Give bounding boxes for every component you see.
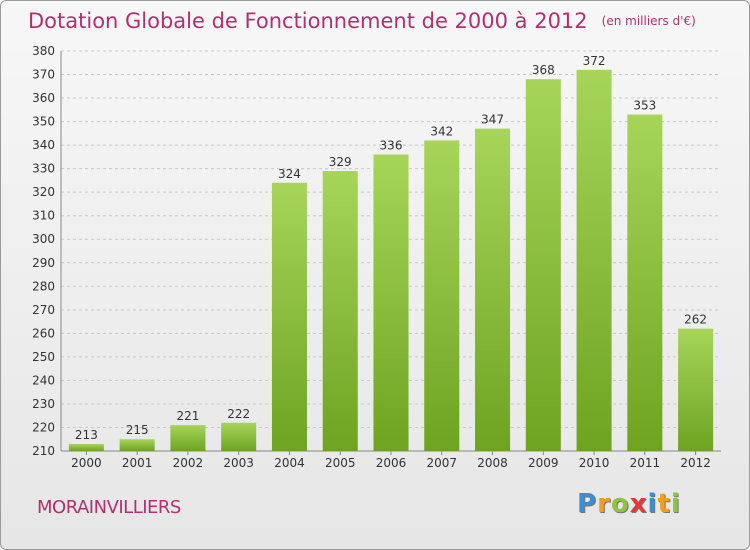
logo-letter: t bbox=[657, 489, 671, 519]
x-tick-label: 2003 bbox=[223, 456, 254, 470]
logo-letter: i bbox=[670, 489, 681, 519]
bar-2001 bbox=[119, 439, 155, 451]
bar-2010 bbox=[576, 69, 612, 451]
y-tick-label: 320 bbox=[32, 185, 55, 199]
bar-2006 bbox=[373, 154, 409, 451]
logo-letter: i bbox=[647, 489, 658, 519]
x-tick-label: 2012 bbox=[680, 456, 711, 470]
bar-2009 bbox=[525, 79, 561, 451]
bar-2007 bbox=[424, 140, 460, 452]
data-label: 329 bbox=[329, 155, 352, 169]
bar-2004 bbox=[271, 182, 307, 451]
y-tick-label: 280 bbox=[32, 279, 55, 293]
data-label: 372 bbox=[583, 54, 606, 68]
x-tick-label: 2007 bbox=[426, 456, 457, 470]
x-tick-label: 2002 bbox=[173, 456, 204, 470]
data-label: 221 bbox=[176, 409, 199, 423]
y-tick-label: 370 bbox=[32, 68, 55, 82]
x-tick-label: 2006 bbox=[376, 456, 407, 470]
data-label: 336 bbox=[380, 139, 403, 153]
data-label: 347 bbox=[481, 113, 504, 127]
y-tick-label: 230 bbox=[32, 397, 55, 411]
y-tick-labels: 210 220 230 240 250 260 270 280 290 300 310 320 330 3… bbox=[32, 44, 55, 458]
logo-letter: o bbox=[610, 489, 630, 519]
logo-letter: x bbox=[629, 489, 648, 519]
y-tick-label: 360 bbox=[32, 91, 55, 105]
y-tick-label: 310 bbox=[32, 209, 55, 223]
bar-2011 bbox=[627, 114, 663, 451]
data-label: 353 bbox=[633, 99, 656, 113]
y-tick-label: 210 bbox=[32, 444, 55, 458]
y-tick-label: 250 bbox=[32, 350, 55, 364]
bar-2003 bbox=[221, 422, 257, 451]
data-label: 324 bbox=[278, 167, 301, 181]
unit-note: (en milliers d'€) bbox=[601, 14, 696, 28]
data-label: 342 bbox=[430, 124, 453, 138]
bar-2005 bbox=[322, 171, 358, 451]
x-tick-label: 2010 bbox=[579, 456, 610, 470]
y-tick-label: 300 bbox=[32, 232, 55, 246]
x-tick-label: 2005 bbox=[325, 456, 356, 470]
data-label: 213 bbox=[75, 428, 98, 442]
bar-2000 bbox=[68, 443, 104, 451]
bar-2012 bbox=[678, 328, 714, 451]
bar-2002 bbox=[170, 425, 206, 451]
commune-name: MORAINVILLIERS bbox=[37, 497, 181, 518]
proxiti-logo[interactable]: Proxiti bbox=[577, 489, 681, 519]
y-tick-label: 270 bbox=[32, 303, 55, 317]
x-tick-label: 2001 bbox=[122, 456, 153, 470]
x-tick-label: 2000 bbox=[71, 456, 102, 470]
y-tick-label: 240 bbox=[32, 373, 55, 387]
x-tick-label: 2004 bbox=[274, 456, 305, 470]
bars bbox=[68, 69, 714, 452]
y-tick-label: 350 bbox=[32, 115, 55, 129]
y-tick-label: 260 bbox=[32, 326, 55, 340]
logo-letter: r bbox=[597, 489, 611, 519]
x-tick-label: 2009 bbox=[528, 456, 559, 470]
logo-letter: P bbox=[577, 489, 598, 519]
x-tick-label: 2011 bbox=[630, 456, 661, 470]
data-label: 262 bbox=[684, 313, 707, 327]
chart-title: Dotation Globale de Fonctionnement de 20… bbox=[28, 9, 696, 33]
y-tick-label: 380 bbox=[32, 44, 55, 58]
x-tick-labels: 2000 2001 2002 2003 2004 2005 2006 2007 2008 2009… bbox=[71, 451, 711, 470]
data-label: 215 bbox=[126, 423, 149, 437]
title-text: Dotation Globale de Fonctionnement de 20… bbox=[28, 9, 588, 33]
data-label: 222 bbox=[227, 407, 250, 421]
data-label: 368 bbox=[532, 63, 555, 77]
data-labels: 213 215 221 222 324 329 336 342 347 368 372 353 262 bbox=[75, 54, 707, 442]
y-tick-label: 220 bbox=[32, 420, 55, 434]
y-tick-label: 330 bbox=[32, 162, 55, 176]
x-tick-label: 2008 bbox=[477, 456, 508, 470]
y-tick-label: 290 bbox=[32, 256, 55, 270]
bar-2008 bbox=[475, 128, 511, 451]
y-tick-label: 340 bbox=[32, 138, 55, 152]
